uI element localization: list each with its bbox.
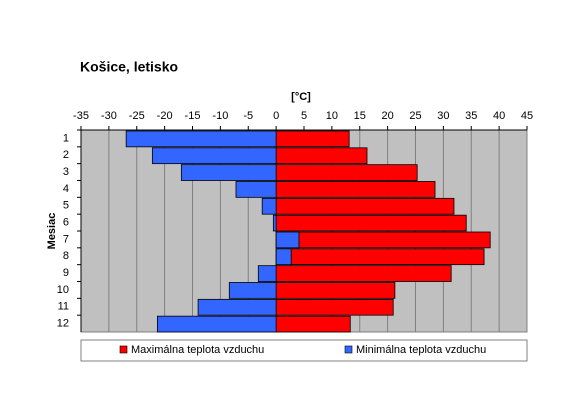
- x-tick-label: 5: [301, 110, 307, 122]
- bar: [228, 282, 277, 299]
- x-tick-label: 25: [409, 110, 421, 122]
- bar: [275, 315, 351, 333]
- x-tick-label: 45: [521, 110, 533, 122]
- bar: [275, 181, 436, 198]
- legend-swatch: [119, 345, 128, 354]
- x-tick-label: -15: [185, 110, 201, 122]
- bar: [275, 164, 418, 181]
- bar: [156, 315, 277, 333]
- x-tick-label: 35: [465, 110, 477, 122]
- y-tick-label: 12: [57, 317, 69, 329]
- bar: [275, 214, 467, 232]
- y-tick-label: 8: [63, 250, 69, 262]
- bar: [257, 265, 277, 282]
- y-tick-label: 1: [63, 132, 69, 144]
- x-tick-label: -25: [129, 110, 145, 122]
- x-tick-label: 40: [493, 110, 505, 122]
- x-tick-label: -20: [157, 110, 173, 122]
- x-tick-label: -5: [243, 110, 253, 122]
- y-tick-label: 7: [63, 233, 69, 245]
- bar: [272, 214, 277, 232]
- legend-swatch: [344, 345, 353, 354]
- y-tick-label: 10: [57, 284, 69, 296]
- y-tick-label: 3: [63, 166, 69, 178]
- bar: [275, 147, 368, 165]
- x-tick-label: 30: [437, 110, 449, 122]
- y-tick-label: 2: [63, 149, 69, 161]
- y-tick-label: 5: [63, 200, 69, 212]
- bar: [275, 265, 452, 282]
- bar: [180, 164, 277, 181]
- bar: [151, 147, 277, 165]
- x-tick-label: 10: [326, 110, 338, 122]
- legend-label: Minimálna teplota vzduchu: [356, 344, 486, 356]
- y-tick-label: 9: [63, 267, 69, 279]
- y-axis-label: Mesiac: [46, 213, 58, 250]
- bar: [275, 197, 455, 215]
- bar: [261, 197, 277, 215]
- legend-label: Maximálna teplota vzduchu: [131, 344, 264, 356]
- bar: [275, 248, 292, 266]
- y-tick-label: 6: [63, 216, 69, 228]
- y-tick-label: 4: [63, 183, 69, 195]
- y-tick-label: 11: [58, 301, 69, 313]
- bar: [125, 130, 277, 148]
- x-tick-label: 15: [354, 110, 366, 122]
- bar: [235, 181, 277, 198]
- chart-title: Košice, letisko: [80, 59, 178, 75]
- x-axis-label: [°C]: [291, 91, 311, 103]
- x-tick-label: -10: [212, 110, 228, 122]
- x-tick-label: 20: [382, 110, 394, 122]
- bar: [275, 231, 491, 249]
- bar: [197, 298, 277, 316]
- x-tick-label: -30: [101, 110, 117, 122]
- bar: [275, 231, 300, 249]
- bar: [275, 130, 350, 148]
- bar: [275, 298, 394, 316]
- bar: [275, 282, 396, 299]
- legend: [80, 339, 528, 362]
- bar: [275, 248, 485, 266]
- x-tick-label: -35: [73, 110, 89, 122]
- x-tick-label: 0: [273, 110, 279, 122]
